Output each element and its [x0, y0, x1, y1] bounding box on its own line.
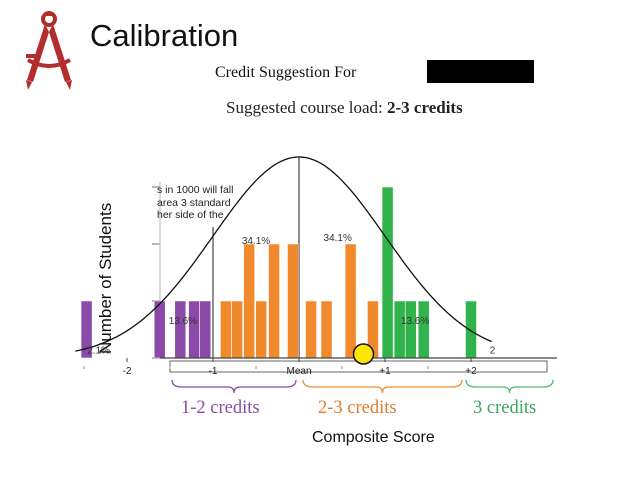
- x-tick-label: -2: [123, 366, 132, 377]
- redacted-name-box: [427, 60, 534, 83]
- histogram-bar: [231, 300, 243, 359]
- range-label-1-2-credits: 1-2 credits: [181, 398, 260, 418]
- slide-title: Calibration: [90, 18, 239, 53]
- bracket-1-2-credits: [171, 379, 297, 394]
- histogram-bar: [393, 300, 406, 359]
- histogram-bar: [153, 300, 166, 359]
- chart-note-line: area 3 standard: [157, 196, 231, 209]
- chart-note-line: s in 1000 will fall: [157, 184, 234, 196]
- normal-curve: [75, 156, 492, 352]
- histogram-bar: [80, 300, 93, 359]
- histogram-bar: [268, 243, 280, 359]
- histogram-bar: [287, 243, 299, 359]
- y-axis-label: Number of Students: [96, 202, 115, 354]
- histogram-bar: [405, 300, 417, 359]
- bracket-2-3-credits: [302, 379, 463, 394]
- chart-note-line: her side of the: [157, 209, 224, 221]
- histogram-bar: [465, 300, 477, 359]
- histogram-bar: [243, 243, 255, 359]
- percent-label: 13.6%: [169, 316, 197, 327]
- histogram-bar: [417, 300, 430, 359]
- x-tick-label: -1: [209, 366, 218, 377]
- histogram-bar: [344, 243, 357, 359]
- histogram-bar: [255, 300, 267, 359]
- score-marker: [352, 343, 375, 365]
- histogram-bar: [305, 300, 317, 359]
- x-tick-label: Mean: [286, 366, 311, 377]
- suggested-course-load: Suggested course load: 2-3 credits: [226, 98, 463, 117]
- histogram-bar: [320, 300, 333, 359]
- course-load-label: Suggested course load: [226, 98, 379, 117]
- range-label-3-credits: 3 credits: [473, 398, 537, 418]
- x-axis-label: Composite Score: [312, 429, 435, 446]
- x-tick-label: +2: [465, 366, 477, 377]
- course-load-value: 2-3 credits: [387, 98, 463, 117]
- percent-label: 34.1%: [242, 236, 270, 247]
- histogram-bar: [220, 300, 232, 359]
- x-tick-label: +1: [379, 366, 391, 377]
- range-label-2-3-credits: 2-3 credits: [318, 398, 397, 418]
- chart-note: s in 1000 will fall area 3 standard her …: [157, 184, 233, 222]
- percent-label: 2: [490, 345, 496, 356]
- credit-suggestion-label: Credit Suggestion For: [215, 64, 357, 81]
- histogram-bar: [174, 300, 187, 359]
- histogram-bar: [188, 300, 200, 359]
- histogram-bar: [199, 300, 212, 359]
- bracket-3-credits: [465, 379, 554, 394]
- percent-label: 2.1%: [87, 345, 110, 356]
- percent-label: 34.1%: [324, 233, 352, 244]
- percent-label: 13.6%: [401, 316, 429, 327]
- histogram-bar: [381, 186, 394, 359]
- compass-icon: [26, 11, 72, 90]
